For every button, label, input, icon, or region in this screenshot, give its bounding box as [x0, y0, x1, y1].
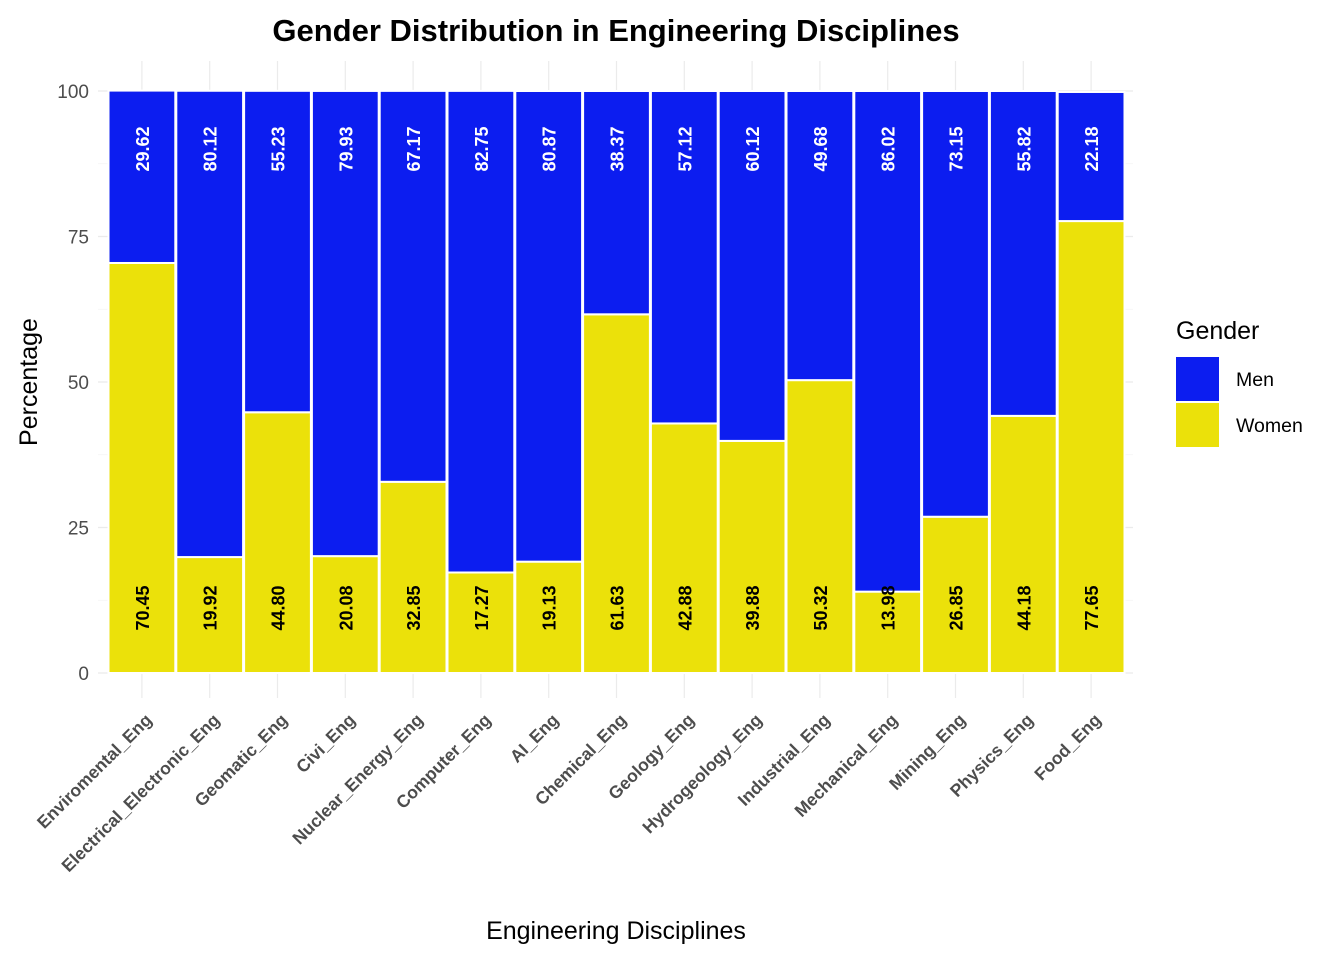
bar-men-chemical-eng	[582, 90, 651, 316]
value-label-men: 49.68	[811, 126, 831, 171]
value-label-women: 70.45	[133, 585, 153, 630]
y-axis-title: Percentage	[15, 318, 43, 446]
x-tick-label: Food_Eng	[1030, 710, 1105, 785]
value-label-women: 44.80	[269, 585, 289, 630]
value-label-women: 42.88	[675, 585, 695, 630]
value-label-women: 19.13	[540, 585, 560, 630]
value-label-men: 73.15	[947, 126, 967, 171]
value-label-men: 82.75	[472, 126, 492, 171]
legend-label-women: Women	[1236, 415, 1303, 437]
value-label-men: 38.37	[608, 126, 628, 171]
bar-women-enviromental-eng	[107, 261, 177, 674]
bar-men-computer-eng	[446, 89, 516, 574]
bar-women-mining-eng	[921, 515, 990, 674]
bar-men-nuclear-energy-eng	[378, 89, 448, 483]
value-label-women: 32.85	[404, 585, 424, 630]
value-label-women: 26.85	[947, 585, 967, 630]
value-label-men: 79.93	[336, 126, 356, 171]
bar-women-hydrogeology-eng	[717, 439, 787, 674]
value-label-women: 50.32	[811, 585, 831, 630]
legend-key-women	[1176, 403, 1219, 447]
y-tick-label: 100	[57, 82, 89, 103]
bar-women-nuclear-energy-eng	[378, 480, 448, 674]
bar-men-physics-eng	[988, 90, 1058, 417]
bar-men-enviromental-eng	[107, 89, 177, 264]
value-label-men: 55.23	[269, 126, 289, 171]
y-tick-label: 75	[68, 228, 89, 249]
value-label-men: 67.17	[404, 126, 424, 171]
bar-men-geology-eng	[649, 90, 719, 425]
bar-men-civi-eng	[310, 89, 380, 558]
legend-label-men: Men	[1236, 369, 1274, 391]
x-tick-label: Hydrogeology_Eng	[638, 710, 766, 838]
bar-men-food-eng	[1056, 90, 1126, 223]
legend: Gender Men Women	[1176, 317, 1303, 447]
bar-men-electrical-electronic-eng	[175, 89, 245, 559]
value-label-men: 57.12	[675, 126, 695, 171]
bar-value-labels: 70.45 29.62 19.92 80.12 44.80 55.23 20.08 79.93…	[133, 126, 1102, 630]
x-tick-label: AI_Eng	[506, 710, 563, 767]
value-label-women: 61.63	[608, 585, 628, 630]
bar-men-hydrogeology-eng	[717, 90, 787, 442]
value-label-men: 80.12	[201, 126, 221, 171]
value-label-men: 55.82	[1014, 126, 1034, 171]
value-label-women: 39.88	[743, 585, 763, 630]
bar-women-ai-eng	[514, 560, 584, 674]
value-label-women: 20.08	[336, 585, 356, 630]
legend-key-men	[1176, 357, 1219, 401]
chart-title: Gender Distribution in Engineering Disci…	[272, 13, 959, 48]
bar-women-physics-eng	[988, 414, 1058, 674]
value-label-women: 77.65	[1082, 585, 1102, 630]
bar-men-industrial-eng	[785, 90, 855, 382]
bar-men-mining-eng	[921, 90, 990, 518]
bar-men-geomatic-eng	[243, 89, 312, 414]
bars	[107, 89, 1126, 675]
y-axis-ticks: 0 25 50 75 100	[57, 82, 89, 685]
value-label-men: 29.62	[133, 126, 153, 171]
bar-women-chemical-eng	[582, 313, 651, 674]
value-label-women: 17.27	[472, 585, 492, 630]
bar-women-civi-eng	[310, 555, 380, 674]
value-label-men: 86.02	[879, 126, 899, 171]
x-tick-label: Enviromental_Eng	[33, 710, 156, 833]
value-label-women: 19.92	[201, 585, 221, 630]
x-axis-ticks: Enviromental_EngElectrical_Electronic_En…	[33, 710, 1105, 876]
x-tick-label: Civi_Eng	[292, 710, 359, 777]
value-label-women: 13.98	[879, 585, 899, 630]
bar-women-industrial-eng	[785, 379, 855, 674]
value-label-men: 60.12	[743, 126, 763, 171]
value-label-men: 22.18	[1082, 126, 1102, 171]
bar-women-food-eng	[1056, 220, 1126, 674]
y-tick-label: 25	[68, 519, 89, 540]
y-tick-label: 0	[78, 664, 89, 685]
bar-women-geomatic-eng	[243, 411, 312, 674]
x-tick-label: Nuclear_Energy_Eng	[288, 710, 427, 849]
value-label-women: 44.18	[1014, 585, 1034, 630]
y-tick-label: 50	[68, 373, 89, 394]
bar-men-ai-eng	[514, 90, 584, 563]
value-label-men: 80.87	[540, 126, 560, 171]
x-axis-title: Engineering Disciplines	[486, 917, 746, 945]
legend-title: Gender	[1176, 317, 1259, 345]
bar-women-geology-eng	[649, 422, 719, 674]
bar-men-mechanical-eng	[853, 90, 923, 593]
